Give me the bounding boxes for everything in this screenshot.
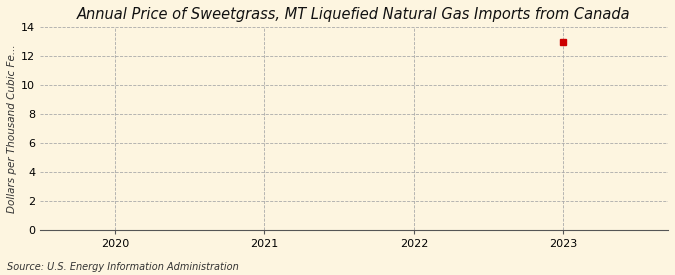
Title: Annual Price of Sweetgrass, MT Liquefied Natural Gas Imports from Canada: Annual Price of Sweetgrass, MT Liquefied… [77,7,631,22]
Text: Source: U.S. Energy Information Administration: Source: U.S. Energy Information Administ… [7,262,238,272]
Y-axis label: Dollars per Thousand Cubic Fe...: Dollars per Thousand Cubic Fe... [7,44,17,213]
